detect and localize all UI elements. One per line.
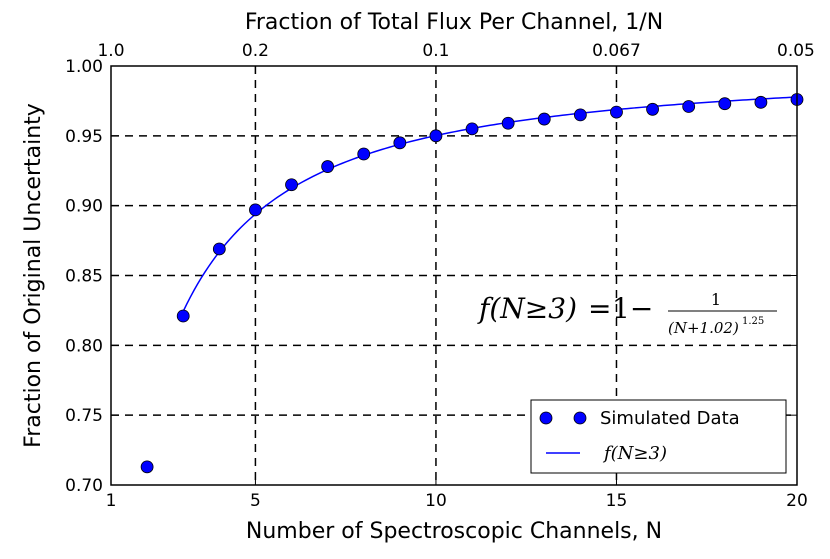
formula-equals: = bbox=[588, 292, 611, 325]
x-tick-label-1: 1 bbox=[106, 491, 117, 511]
legend-box bbox=[530, 399, 787, 474]
legend-marker-1 bbox=[539, 411, 553, 425]
legend-label-fit: f(N≥3) bbox=[602, 443, 667, 464]
legend-marker-2 bbox=[573, 411, 587, 425]
legend: Simulated Data f(N≥3) bbox=[530, 399, 787, 474]
data-point-16 bbox=[646, 102, 659, 116]
data-point-4 bbox=[212, 242, 226, 256]
x-tick-label-5: 5 bbox=[250, 491, 261, 511]
data-point-6 bbox=[285, 178, 298, 192]
y-tick-label-4: 0.90 bbox=[65, 197, 103, 217]
data-point-19 bbox=[754, 95, 768, 109]
data-point-17 bbox=[682, 100, 696, 113]
data-point-8 bbox=[357, 147, 371, 161]
data-points-layer bbox=[140, 93, 804, 474]
formula-annotation: f(N≥3) = 1− 1 (N+1.02) 1.25 bbox=[477, 290, 777, 337]
formula-exponent: 1.25 bbox=[742, 316, 764, 327]
formula-numerator: 1 bbox=[711, 290, 721, 309]
data-point-18 bbox=[718, 97, 732, 111]
data-point-10 bbox=[429, 129, 443, 143]
x-tick-label-20: 20 bbox=[786, 491, 808, 511]
x-tick-label-10: 10 bbox=[425, 491, 447, 511]
y-axis-label: Fraction of Original Uncertainty bbox=[21, 103, 46, 448]
tick-labels: 1 5 10 15 200.700.750.800.850.900.951.001.0 0… bbox=[65, 41, 815, 511]
formula-denominator: (N+1.02) bbox=[668, 319, 739, 337]
x-axis-label: Number of Spectroscopic Channels, N bbox=[246, 519, 662, 544]
data-point-9 bbox=[393, 136, 407, 150]
legend-label-simulated: Simulated Data bbox=[600, 408, 740, 429]
tick-marks bbox=[110, 65, 798, 486]
top-tick-label-0: 1.0 bbox=[97, 41, 124, 61]
top-tick-label-4: 0.05 bbox=[777, 41, 815, 61]
formula-lhs: f(N≥3) bbox=[477, 292, 577, 325]
data-point-14 bbox=[573, 108, 587, 122]
y-tick-label-5: 0.95 bbox=[65, 127, 103, 147]
data-point-5 bbox=[249, 203, 262, 217]
grid-lines bbox=[111, 66, 797, 485]
top-tick-label-3: 0.067 bbox=[592, 41, 641, 61]
data-point-12 bbox=[501, 116, 515, 130]
y-tick-label-3: 0.85 bbox=[65, 267, 103, 287]
data-point-11 bbox=[465, 122, 479, 136]
data-point-7 bbox=[321, 160, 335, 173]
fit-curve-line bbox=[182, 96, 798, 312]
y-tick-label-1: 0.75 bbox=[65, 406, 103, 426]
x-tick-label-15: 15 bbox=[606, 491, 628, 511]
top-axis-label: Fraction of Total Flux Per Channel, 1/N bbox=[245, 10, 663, 35]
y-tick-label-2: 0.80 bbox=[65, 336, 103, 356]
y-tick-label-0: 0.70 bbox=[65, 476, 103, 496]
data-point-2 bbox=[140, 460, 154, 474]
y-tick-label-6: 1.00 bbox=[65, 57, 103, 77]
data-point-15 bbox=[610, 105, 623, 119]
top-tick-label-2: 0.1 bbox=[422, 41, 449, 61]
formula-one-minus: 1− bbox=[612, 292, 653, 325]
data-point-13 bbox=[537, 112, 551, 126]
fit-curve-layer bbox=[182, 96, 798, 312]
data-point-3 bbox=[176, 309, 190, 323]
top-tick-label-1: 0.2 bbox=[242, 41, 269, 61]
